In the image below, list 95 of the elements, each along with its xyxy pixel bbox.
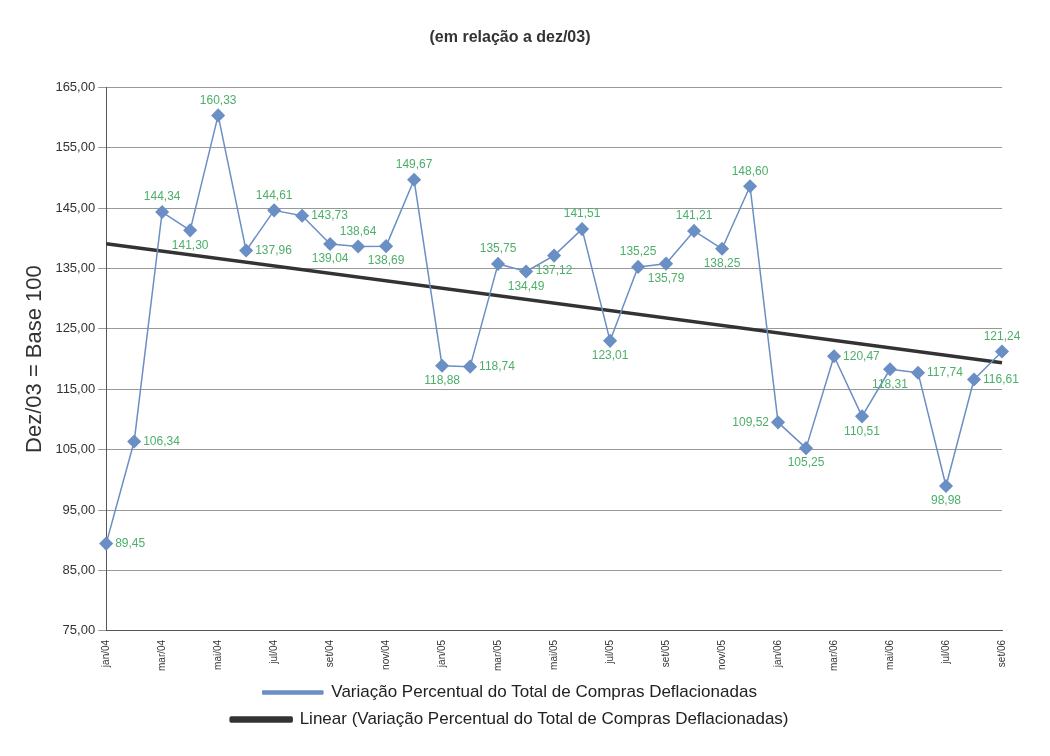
data-label: 118,88 <box>424 373 461 388</box>
data-label: 135,75 <box>479 241 517 256</box>
point <box>631 260 645 274</box>
data-label: 123,01 <box>591 348 629 363</box>
point <box>127 434 141 449</box>
x-tick-label: set/06 <box>995 639 1007 668</box>
data-label: 120,47 <box>843 348 881 363</box>
data-label: 141,51 <box>563 206 601 221</box>
x-tick-label: nov/05 <box>715 639 727 670</box>
x-tick-label: mai/05 <box>547 639 559 670</box>
point <box>407 173 421 187</box>
data-label: 105,25 <box>787 455 825 470</box>
point <box>883 362 897 376</box>
x-tick-label: mai/04 <box>211 639 223 670</box>
point <box>323 237 337 251</box>
y-tick-label: 125,00 <box>55 320 96 336</box>
data-label: 116,61 <box>983 371 1020 386</box>
data-label: 106,34 <box>143 433 181 448</box>
point <box>491 257 505 271</box>
y-tick-label: 155,00 <box>55 139 96 155</box>
x-tick-label: set/04 <box>323 639 335 668</box>
point <box>855 409 869 424</box>
data-label: 98,98 <box>931 493 962 508</box>
data-label: 141,30 <box>171 237 209 252</box>
y-tick-label: 145,00 <box>55 199 96 215</box>
data-label: 135,79 <box>647 270 685 285</box>
point <box>939 479 953 493</box>
point <box>715 242 729 256</box>
point <box>295 208 309 223</box>
point <box>547 248 561 263</box>
data-label: 110,51 <box>844 423 881 438</box>
data-label: 148,60 <box>731 163 769 178</box>
data-label: 149,67 <box>395 157 433 172</box>
chart-title: (em relação a dez/03) <box>429 28 591 46</box>
data-label: 135,25 <box>619 244 657 259</box>
x-tick-label: mar/05 <box>491 639 503 671</box>
data-label: 141,21 <box>675 208 713 223</box>
data-label: 143,73 <box>311 208 349 222</box>
data-label: 160,33 <box>199 92 237 107</box>
legend-label: Variação Percentual do Total de Compras Deflacionadas <box>331 682 757 702</box>
point <box>155 205 169 219</box>
point <box>99 536 113 551</box>
data-label: 118,74 <box>479 358 516 373</box>
data-label: 144,34 <box>143 189 181 204</box>
point <box>771 415 785 430</box>
x-tick-label: mar/04 <box>155 639 167 671</box>
x-tick-label: mar/06 <box>827 639 839 671</box>
y-tick-label: 85,00 <box>62 562 96 578</box>
point <box>827 349 841 363</box>
x-tick-label: jul/06 <box>939 639 951 665</box>
legend-label: Linear (Variação Percentual do Total de Compras Deflacionadas) <box>299 709 789 729</box>
point <box>799 441 813 455</box>
point <box>743 179 757 194</box>
x-tick-label: mai/06 <box>883 639 895 670</box>
point <box>659 256 673 271</box>
y-tick-label: 75,00 <box>62 622 96 638</box>
x-tick-label: jul/04 <box>267 639 279 665</box>
point <box>519 264 533 279</box>
data-label: 89,45 <box>115 535 146 550</box>
y-tick-label: 105,00 <box>55 441 96 457</box>
data-label: 109,52 <box>732 414 770 429</box>
data-label: 137,96 <box>255 242 293 257</box>
point <box>379 239 393 253</box>
point <box>351 239 365 254</box>
y-tick-label: 165,00 <box>55 78 96 94</box>
data-label: 121,24 <box>983 328 1021 343</box>
point <box>211 108 225 123</box>
point <box>603 334 617 348</box>
data-label: 144,61 <box>255 187 293 202</box>
point <box>575 222 589 236</box>
data-label: 139,04 <box>311 251 349 266</box>
point <box>183 223 197 238</box>
point <box>687 224 701 238</box>
x-tick-label: nov/04 <box>379 639 391 670</box>
point <box>239 243 253 258</box>
y-tick-label: 95,00 <box>62 501 96 517</box>
point <box>911 365 925 380</box>
data-label: 138,64 <box>339 223 377 238</box>
x-tick-label: jan/05 <box>435 639 447 669</box>
y-tick-label: 135,00 <box>55 260 96 275</box>
data-label: 138,69 <box>367 253 405 268</box>
point <box>967 372 981 387</box>
x-tick-label: jan/06 <box>771 639 783 669</box>
x-tick-label: set/05 <box>659 639 671 668</box>
data-label: 134,49 <box>507 278 545 293</box>
y-tick-label: 115,00 <box>56 380 96 396</box>
y-axis-title: Dez/03 = Base 100 <box>21 265 47 453</box>
point <box>435 359 449 373</box>
x-tick-label: jan/04 <box>99 639 111 669</box>
data-label: 138,25 <box>703 256 741 271</box>
x-tick-label: jul/05 <box>603 639 615 665</box>
point <box>995 344 1009 359</box>
point <box>463 359 477 374</box>
data-label: 117,74 <box>927 365 964 379</box>
point <box>267 203 281 218</box>
